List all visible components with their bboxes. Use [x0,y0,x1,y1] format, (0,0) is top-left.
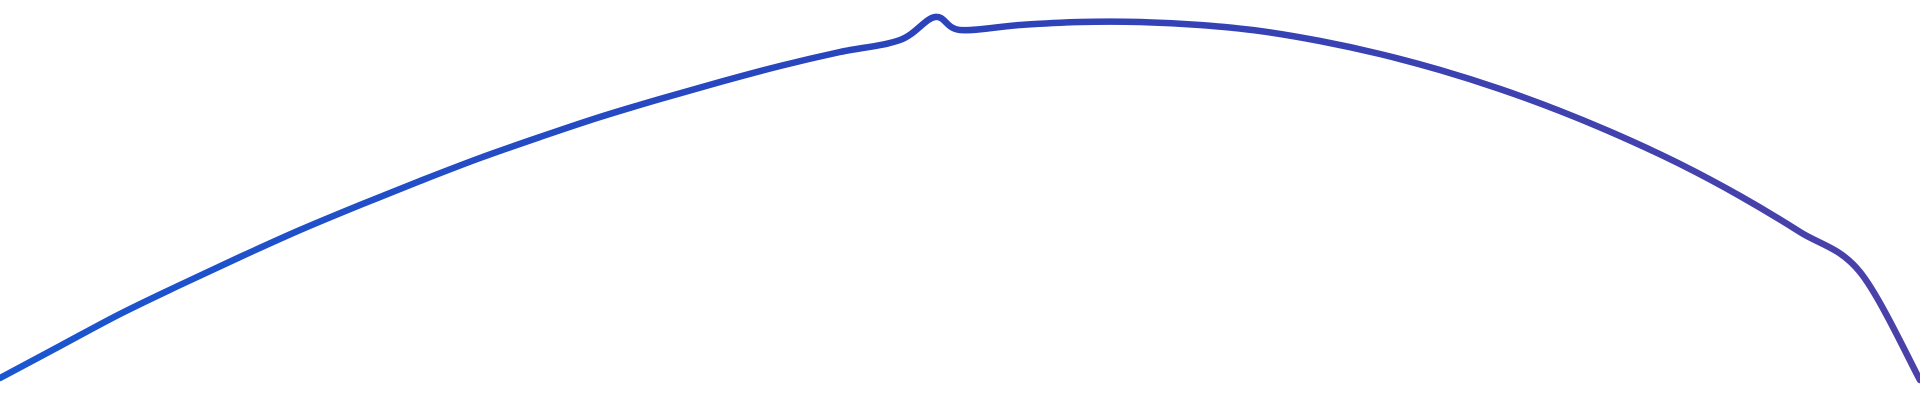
arc-curve-line [0,13,1920,384]
